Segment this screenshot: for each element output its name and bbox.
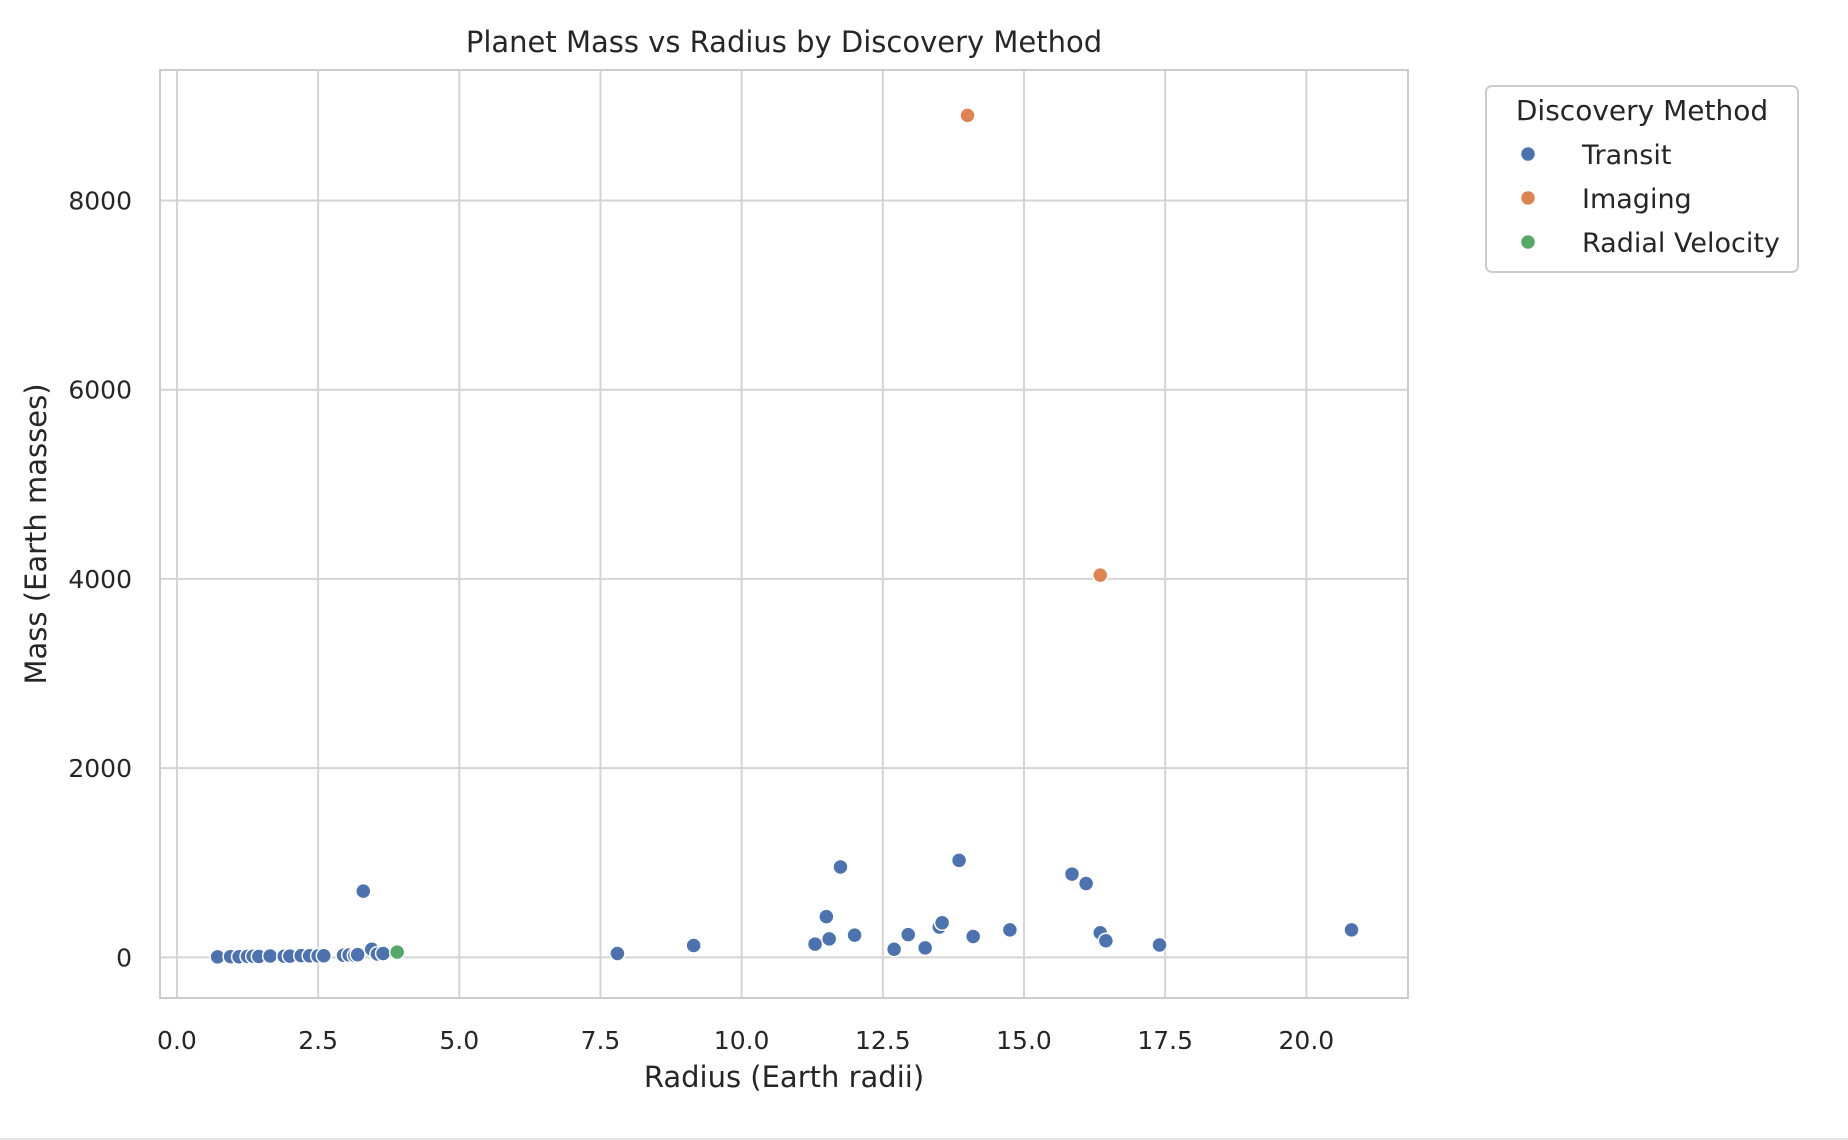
data-point-transit	[964, 928, 982, 945]
legend-label-transit: Transit	[1581, 140, 1671, 171]
data-point-transit	[820, 930, 838, 948]
data-point-transit	[609, 945, 626, 962]
data-point-transit	[916, 939, 934, 957]
chart-title: Planet Mass vs Radius by Discovery Metho…	[466, 25, 1102, 59]
legend-label-imaging: Imaging	[1582, 184, 1692, 215]
plot-background	[160, 70, 1408, 998]
data-point-transit	[885, 941, 903, 958]
data-point-imaging	[1091, 566, 1109, 584]
data-point-radial-velocity	[388, 943, 406, 961]
y-tick-label: 8000	[68, 187, 132, 216]
data-point-transit	[899, 926, 917, 943]
data-point-transit	[818, 908, 835, 925]
legend-title: Discovery Method	[1516, 94, 1768, 127]
y-tick-label: 2000	[68, 754, 132, 783]
data-point-transit	[261, 947, 279, 965]
data-point-transit	[355, 882, 372, 900]
data-points	[209, 107, 1360, 966]
y-tick-label: 4000	[68, 565, 132, 594]
plot-frame	[159, 69, 1409, 999]
data-point-transit	[1343, 921, 1360, 939]
x-tick-label: 12.5	[855, 1026, 911, 1055]
legend-label-radial-velocity: Radial Velocity	[1582, 228, 1780, 259]
bottom-divider	[0, 1138, 1848, 1140]
y-tick-label: 6000	[68, 376, 132, 405]
x-tick-label: 20.0	[1279, 1026, 1335, 1055]
x-tick-label: 17.5	[1137, 1026, 1193, 1055]
data-point-transit	[806, 935, 824, 953]
data-point-transit	[950, 852, 968, 869]
legend-frame	[1485, 85, 1799, 273]
y-axis-label: Mass (Earth masses)	[19, 383, 53, 684]
data-point-transit	[685, 937, 702, 954]
data-point-transit	[933, 914, 951, 932]
data-point-transit	[1063, 865, 1081, 883]
legend-marker-transit	[1519, 145, 1537, 163]
legend-items: Transit Imaging Radial Velocity	[1519, 140, 1780, 259]
grid-lines	[160, 70, 1408, 998]
legend: Discovery Method Transit Imaging Radial Ve…	[1485, 85, 1799, 273]
data-point-transit	[832, 858, 849, 876]
data-point-transit	[846, 926, 863, 944]
x-tick-label: 5.0	[439, 1026, 479, 1055]
data-point-transit	[1001, 921, 1019, 939]
data-point-transit	[1077, 875, 1095, 892]
x-tick-labels: 0.0 2.5 5.0 7.5 10.0 12.5 15.0 17.5 20.0	[157, 1026, 1334, 1055]
x-axis-label: Radius (Earth radii)	[644, 1060, 924, 1094]
data-point-transit	[349, 946, 366, 963]
data-point-transit	[315, 947, 333, 964]
x-tick-label: 2.5	[298, 1026, 338, 1055]
data-point-transit	[1151, 936, 1168, 954]
data-point-transit	[1097, 932, 1115, 950]
legend-marker-imaging	[1519, 189, 1537, 207]
legend-marker-radial-velocity	[1519, 233, 1537, 251]
x-tick-label: 15.0	[996, 1026, 1052, 1055]
x-tick-label: 10.0	[714, 1026, 770, 1055]
data-point-transit	[374, 945, 392, 962]
y-tick-labels: 0 2000 4000 6000 8000	[68, 187, 132, 973]
data-point-imaging	[959, 107, 976, 124]
x-tick-label: 0.0	[157, 1026, 197, 1055]
x-tick-label: 7.5	[581, 1026, 621, 1055]
y-tick-label: 0	[116, 943, 132, 972]
